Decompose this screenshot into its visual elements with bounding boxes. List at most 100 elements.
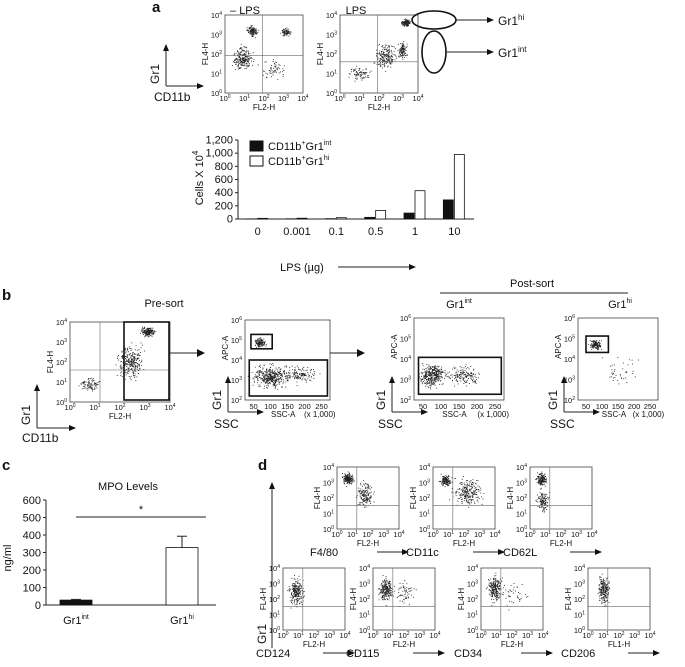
event-dot — [269, 369, 271, 371]
event-dot — [434, 374, 436, 376]
event-dot — [478, 490, 480, 492]
event-dot — [403, 586, 405, 588]
event-dot — [399, 582, 401, 584]
event-dot — [544, 479, 545, 480]
event-dot — [389, 590, 391, 592]
event-dot — [286, 366, 287, 368]
event-dot — [542, 504, 544, 505]
event-dot — [493, 593, 494, 594]
event-dot — [434, 379, 436, 381]
event-dot — [436, 366, 438, 367]
event-dot — [403, 51, 405, 53]
event-dot — [350, 478, 352, 480]
event-dot — [465, 371, 467, 373]
event-dot — [388, 60, 390, 61]
event-dot — [508, 591, 510, 593]
event-dot — [259, 342, 261, 344]
event-dot — [281, 386, 282, 388]
event-dot — [468, 506, 470, 508]
event-dot — [359, 496, 361, 498]
event-dot — [469, 486, 471, 487]
event-dot — [494, 582, 496, 584]
event-dot — [399, 594, 401, 596]
event-dot — [297, 593, 299, 595]
event-dot — [273, 375, 275, 377]
event-dot — [241, 47, 243, 49]
event-dot — [389, 57, 391, 59]
event-dot — [444, 477, 446, 478]
event-dot — [133, 360, 135, 361]
event-dot — [245, 65, 247, 67]
event-dot — [132, 366, 134, 367]
event-dot — [134, 368, 136, 370]
event-dot — [127, 349, 128, 350]
event-dot — [89, 386, 91, 388]
event-dot — [445, 375, 447, 377]
event-dot — [259, 371, 261, 373]
y-tick-label: 101 — [323, 510, 334, 519]
event-dot — [399, 52, 401, 54]
event-dot — [366, 500, 368, 502]
event-dot — [268, 376, 270, 377]
event-dot — [477, 480, 479, 482]
event-dot — [240, 67, 242, 69]
event-dot — [362, 503, 364, 505]
event-dot — [590, 343, 592, 345]
event-dot — [472, 484, 474, 486]
event-dot — [272, 74, 274, 76]
event-dot — [543, 476, 545, 478]
event-dot — [501, 593, 503, 595]
event-dot — [133, 362, 135, 364]
event-dot — [386, 47, 388, 49]
event-dot — [539, 482, 541, 484]
event-dot — [254, 340, 256, 342]
y-channel-label: FL4-H — [349, 588, 358, 610]
event-dot — [461, 372, 463, 374]
event-dot — [545, 480, 547, 482]
event-dot — [270, 375, 271, 377]
event-dot — [401, 48, 403, 50]
event-dot — [403, 599, 405, 601]
event-dot — [354, 69, 356, 71]
event-dot — [502, 594, 504, 596]
event-dot — [543, 508, 545, 510]
event-dot — [143, 334, 144, 335]
event-dot — [429, 381, 431, 383]
event-dot — [302, 588, 304, 589]
y-tick-label: 103 — [419, 479, 430, 488]
event-dot — [384, 596, 385, 598]
event-dot — [365, 68, 367, 70]
event-dot — [268, 70, 270, 71]
event-dot — [404, 48, 406, 50]
event-dot — [319, 373, 321, 375]
event-dot — [292, 372, 294, 374]
event-dot — [382, 592, 383, 594]
event-dot — [134, 365, 136, 366]
event-dot — [376, 56, 378, 58]
event-dot — [548, 497, 549, 499]
event-dot — [455, 372, 457, 374]
x-tick-label: 200 — [471, 402, 484, 411]
event-dot — [535, 479, 537, 481]
event-dot — [428, 379, 429, 381]
event-dot — [459, 370, 461, 372]
event-dot — [486, 587, 488, 588]
event-dot — [541, 494, 542, 496]
event-dot — [284, 30, 286, 32]
event-dot — [280, 368, 282, 370]
b-axis-key-1: Gr1 CD11b — [19, 384, 76, 445]
event-dot — [78, 385, 80, 387]
event-dot — [353, 70, 354, 72]
event-dot — [601, 340, 602, 342]
event-dot — [432, 369, 434, 371]
event-dot — [273, 372, 274, 374]
event-dot — [296, 603, 297, 605]
event-dot — [349, 479, 351, 481]
event-dot — [403, 23, 405, 25]
event-dot — [382, 45, 384, 46]
event-dot — [457, 383, 459, 385]
event-dot — [365, 495, 367, 497]
event-dot — [496, 595, 498, 597]
event-dot — [398, 56, 400, 58]
